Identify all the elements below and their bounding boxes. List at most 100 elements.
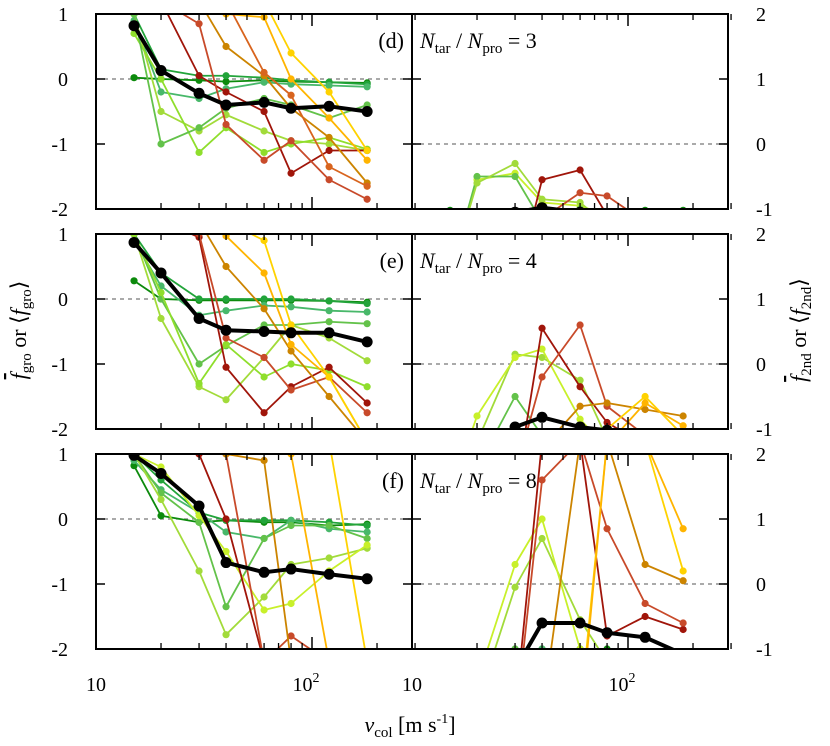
series-left-9-point xyxy=(130,437,137,444)
series-left-8-point xyxy=(157,217,164,224)
series-right-5-point xyxy=(538,176,546,184)
series-right-5-point xyxy=(538,437,545,444)
series-left-10-point xyxy=(157,217,164,224)
series-right-1-point xyxy=(680,212,687,219)
mean-series-left-point xyxy=(128,453,140,461)
series-left-10 xyxy=(130,0,371,155)
mean-series-right-line xyxy=(508,415,618,430)
series-left-5-point xyxy=(222,340,230,349)
series-left-10-line xyxy=(247,233,362,430)
series-left-7-point xyxy=(260,658,267,665)
series-left-3-line xyxy=(133,453,368,608)
series-left-9-point xyxy=(157,217,164,224)
series-right-6-point xyxy=(642,218,649,225)
series-left-6-point xyxy=(222,88,230,96)
series-left-4 xyxy=(130,233,371,404)
ytick-label-left: 1 xyxy=(58,444,68,466)
series-right-0-point xyxy=(679,206,687,210)
series-left-1-point xyxy=(363,521,371,530)
mean-series-left-point xyxy=(285,563,297,575)
series-left-6-point xyxy=(287,658,294,665)
series-right-2 xyxy=(493,534,601,650)
series-left-4-line xyxy=(133,33,368,154)
series-right-6-point xyxy=(576,437,583,444)
series-right-4 xyxy=(468,159,591,210)
mean-series-left-point xyxy=(128,236,140,248)
mean-series-left-point xyxy=(258,326,270,337)
series-left-10-point xyxy=(287,437,294,444)
series-right-5 xyxy=(533,166,610,219)
ytick-label-right: 2 xyxy=(756,444,766,466)
series-right-4-point xyxy=(603,665,610,672)
series-left-11-line xyxy=(231,13,368,188)
series-left-8-point xyxy=(326,658,333,665)
mean-series-left-point xyxy=(285,327,297,339)
y-axis-label-right: f2nd or ⟨f2nd⟩ xyxy=(786,278,815,382)
series-left-8-point xyxy=(287,658,294,665)
series-right-9-point xyxy=(511,723,518,730)
series-right-0-line xyxy=(450,432,683,445)
series-left-9-point xyxy=(157,437,164,444)
series-left-7-point xyxy=(157,217,164,224)
mean-series-left-point xyxy=(193,313,205,324)
series-left-0-point xyxy=(130,74,138,82)
mean-series-right-point xyxy=(678,435,689,446)
mean-series-left-point xyxy=(323,100,335,112)
series-left-6-line xyxy=(193,453,262,650)
series-right-9-point xyxy=(641,399,649,407)
mean-series-left-point xyxy=(155,468,167,479)
series-left-10-point xyxy=(260,236,268,245)
series-right-6-point xyxy=(538,476,546,484)
series-left-7-point xyxy=(260,156,268,164)
series-right-8-point xyxy=(511,503,518,510)
series-right-5-point xyxy=(538,324,546,332)
series-right-8-point xyxy=(473,283,480,290)
series-right-5-line xyxy=(520,453,684,650)
ytick-label-right: 0 xyxy=(756,354,766,376)
series-left-8-point xyxy=(195,437,202,444)
series-left-10-point xyxy=(130,0,137,5)
series-right-5-point xyxy=(603,212,610,219)
series-right-2-point xyxy=(603,212,610,219)
series-left-3-point xyxy=(260,534,268,543)
series-right-7-point xyxy=(576,402,584,410)
mean-series-left-point xyxy=(155,267,167,279)
ytick-label-left: -1 xyxy=(51,354,68,376)
series-right-8-point xyxy=(473,503,480,510)
series-right-4-point xyxy=(642,445,649,452)
series-right-4-point xyxy=(603,442,610,449)
series-left-3-point xyxy=(325,521,333,530)
series-right-9-point xyxy=(603,244,610,251)
series-left-8-point xyxy=(130,0,137,5)
ytick-label-right: 0 xyxy=(756,134,766,156)
series-left-0-point xyxy=(157,512,165,520)
series-right-7-point xyxy=(473,283,480,290)
series-left-10-point xyxy=(326,437,333,444)
series-right-2-point xyxy=(680,218,687,225)
series-right-7 xyxy=(446,212,686,291)
series-left-5-point xyxy=(157,140,165,148)
series-right-4-point xyxy=(473,179,481,187)
mean-series-left-line xyxy=(132,24,368,114)
series-right-7-point xyxy=(603,399,611,407)
series-left-4-point xyxy=(195,148,203,157)
series-right-6-point xyxy=(538,215,545,222)
series-right-1-point xyxy=(642,433,649,440)
series-left-5-point xyxy=(260,373,268,381)
series-right-7-point xyxy=(680,235,687,242)
series-right-6-point xyxy=(511,723,518,730)
series-right-9-line xyxy=(619,402,684,430)
series-left-2-point xyxy=(363,528,371,536)
ytick-label-left: -2 xyxy=(51,419,68,441)
series-right-9-point xyxy=(642,235,649,242)
series-right-7-point xyxy=(538,710,545,717)
panel-e: Ntar / Npro = 4 xyxy=(95,217,732,510)
series-left-8-point xyxy=(130,217,137,224)
series-left-2-point xyxy=(287,80,295,88)
series-right-7-point xyxy=(679,412,687,420)
series-right-0-point xyxy=(680,432,687,439)
series-right-6-point xyxy=(603,192,611,200)
series-left-7-point xyxy=(363,409,371,417)
series-right-5-line xyxy=(533,169,605,210)
ytick-label-left: 0 xyxy=(58,509,68,531)
